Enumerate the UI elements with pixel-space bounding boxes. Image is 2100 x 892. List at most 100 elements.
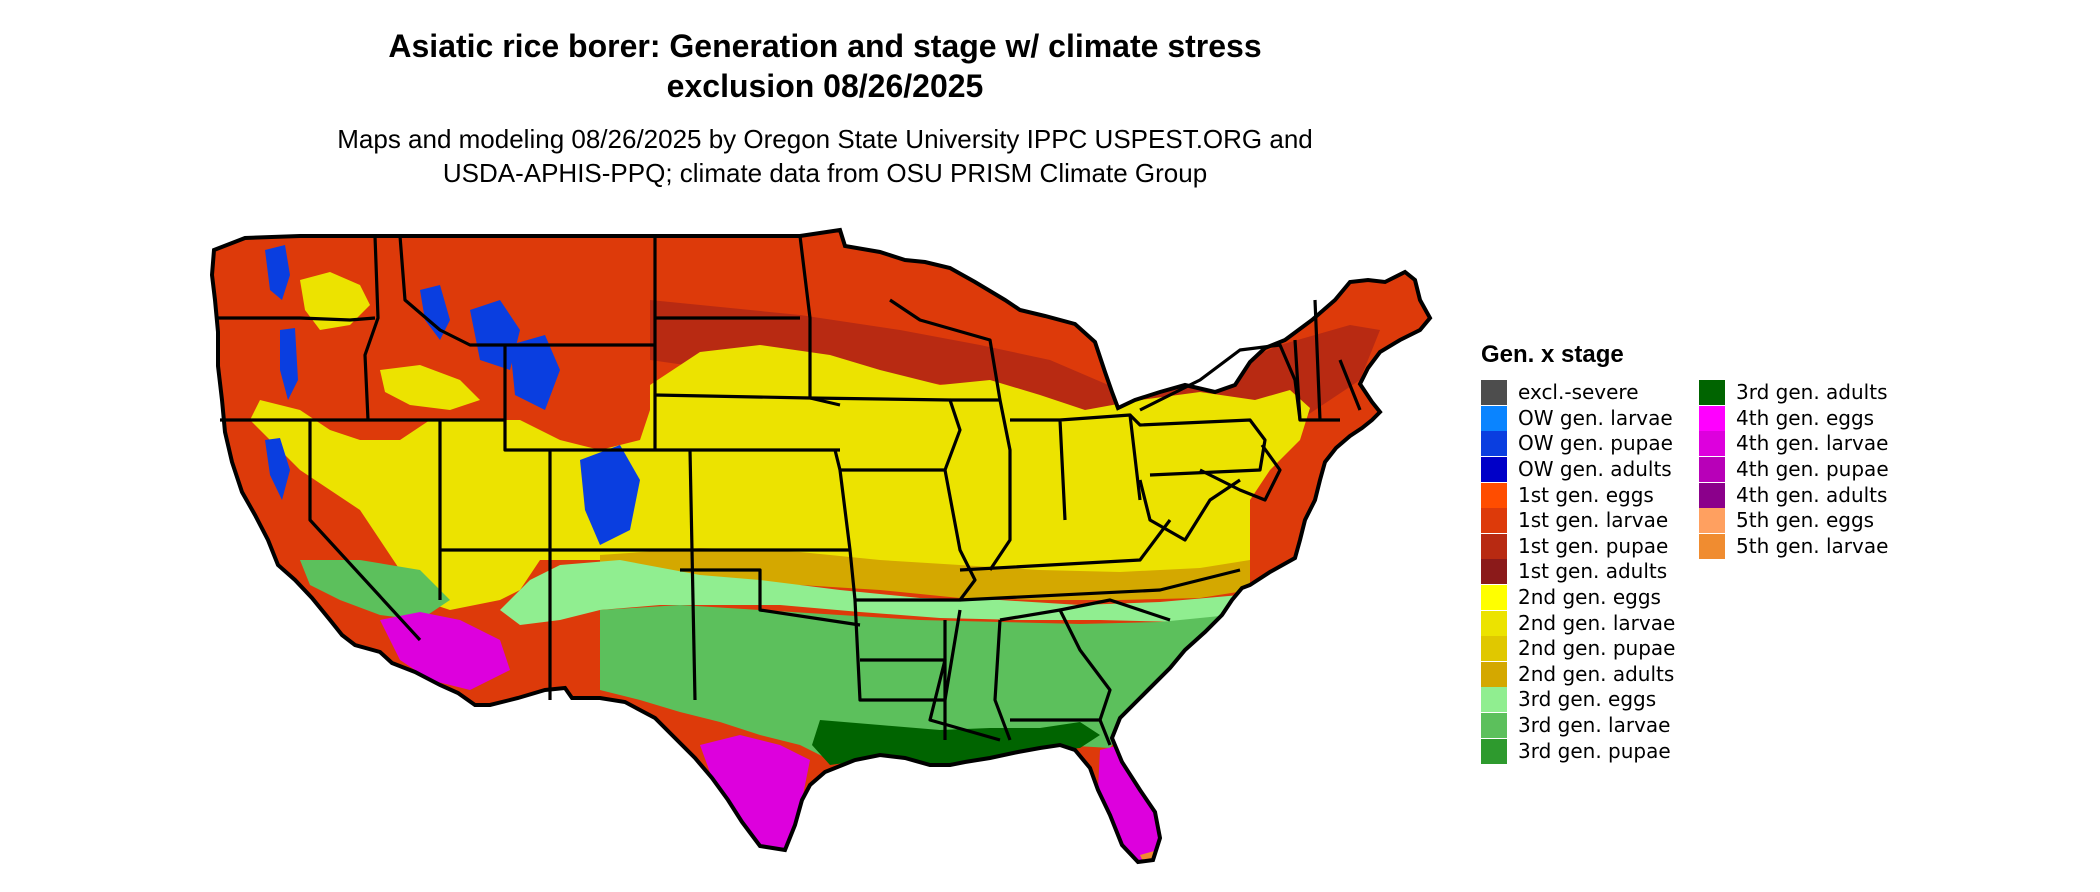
legend-label: 4th gen. adults (1736, 482, 1888, 507)
border-ky (959, 519, 1172, 572)
zone-4th-gen-larvae-tx (700, 735, 810, 852)
map-title-line-2: exclusion 08/26/2025 (666, 68, 984, 104)
legend-item: 2nd gen. adults (1481, 661, 1675, 688)
border-wv-va (1138, 478, 1241, 542)
legend-item: 3rd gen. pupae (1481, 738, 1675, 764)
legend-item: 1st gen. pupae (1481, 533, 1675, 560)
legend-item: 3rd gen. larvae (1481, 713, 1675, 739)
border-id-mt (398, 235, 505, 347)
legend-label: 3rd gen. adults (1736, 380, 1888, 405)
legend-label: OW gen. larvae (1518, 405, 1673, 430)
map-subtitle-line-2: USDA-APHIS-PPQ; climate data from OSU PR… (442, 158, 1208, 188)
border-ca-nv (308, 420, 422, 642)
legend-item: 5th gen. eggs (1699, 508, 1889, 534)
border-ms-al (943, 619, 1012, 741)
legend-label: OW gen. adults (1518, 457, 1672, 482)
legend-label: 2nd gen. pupae (1518, 636, 1676, 661)
legend-swatch (1699, 380, 1725, 406)
border-ga (999, 608, 1112, 721)
border-idaho-west (363, 235, 380, 421)
zone-ow-pupae-sn (265, 438, 290, 500)
legend-title: Gen. x stage (1481, 341, 1624, 368)
legend-label: 3rd gen. eggs (1518, 687, 1657, 712)
legend-column-1: excl.-severe OW gen. larvae OW gen. pupa… (1481, 380, 1675, 764)
legend-swatch (1699, 457, 1725, 483)
legend-swatch (1699, 482, 1725, 508)
border-la (860, 658, 1001, 742)
border-ny (1139, 343, 1302, 421)
border-wa-or (218, 316, 376, 322)
legend-swatch (1481, 610, 1507, 636)
legend-label: 1st gen. eggs (1518, 482, 1654, 507)
legend-label: 4th gen. larvae (1736, 431, 1889, 456)
legend-swatch (1481, 687, 1507, 713)
legend-swatch (1699, 533, 1725, 559)
border-pa (1128, 413, 1267, 477)
legend-label: 2nd gen. larvae (1518, 610, 1676, 635)
legend-swatch (1699, 508, 1725, 534)
legend-item: 3rd gen. adults (1699, 380, 1889, 406)
legend-item: excl.-severe (1481, 380, 1675, 406)
zone-ow-pupae-mt (470, 300, 520, 370)
legend-item: 5th gen. larvae (1699, 533, 1889, 560)
legend-item: 1st gen. eggs (1481, 482, 1675, 508)
legend-label: 2nd gen. eggs (1518, 585, 1661, 610)
legend-item: 4th gen. pupae (1699, 457, 1889, 483)
legend-swatch (1481, 661, 1507, 687)
legend-item: 2nd gen. larvae (1481, 610, 1675, 636)
map-subtitle-line-1: Maps and modeling 08/26/2025 by Oregon S… (337, 124, 1313, 154)
legend-swatch (1481, 636, 1507, 662)
zone-4th-gen-larvae-fl (1098, 745, 1160, 862)
legend-swatch (1481, 457, 1507, 483)
legend-swatch (1481, 482, 1507, 508)
legend-label: 4th gen. eggs (1736, 405, 1875, 430)
legend-swatch (1481, 559, 1507, 585)
zone-ow-pupae-co (580, 445, 640, 545)
legend-swatch (1481, 533, 1507, 559)
legend-swatch (1481, 380, 1507, 406)
legend-item: 4th gen. adults (1699, 482, 1889, 508)
legend-label: 4th gen. pupae (1736, 457, 1889, 482)
legend-label: 1st gen. pupae (1518, 533, 1669, 558)
legend-label: 1st gen. adults (1518, 559, 1668, 584)
zone-2nd-gen-larvae-id (380, 365, 480, 410)
legend-label: excl.-severe (1518, 380, 1639, 405)
legend-item: 2nd gen. pupae (1481, 636, 1675, 662)
border-sc-nc (1059, 598, 1171, 622)
legend-label: 1st gen. larvae (1518, 508, 1669, 533)
border-wy-co (503, 420, 690, 452)
zone-ow-pupae-wy (510, 335, 560, 410)
zone-ow-pupae-or (280, 328, 298, 400)
legend-item: OW gen. larvae (1481, 405, 1675, 432)
map-title-line-1: Asiatic rice borer: Generation and stage… (388, 28, 1262, 64)
border-va-md (1199, 444, 1282, 502)
border-new-england (1293, 299, 1362, 422)
legend-column-2: 3rd gen. adults 4th gen. eggs 4th gen. l… (1699, 380, 1889, 559)
legend-swatch (1481, 738, 1507, 764)
border-fl (1010, 718, 1112, 746)
legend-swatch (1481, 508, 1507, 534)
state-borders (218, 235, 1362, 746)
legend-item: 1st gen. adults (1481, 559, 1675, 585)
legend-swatch (1481, 713, 1507, 739)
border-nm-east (688, 449, 697, 701)
zone-2nd-gen-larvae (250, 345, 1310, 610)
legend-label: OW gen. pupae (1518, 431, 1673, 456)
legend-item: 2nd gen. eggs (1481, 585, 1675, 611)
legend-item: 4th gen. larvae (1699, 431, 1889, 457)
legend-swatch (1481, 431, 1507, 457)
zone-2nd-gen-larvae-wa (300, 272, 370, 330)
legend-label: 3rd gen. pupae (1518, 738, 1671, 763)
border-mn-west (798, 235, 812, 398)
legend-item: 4th gen. eggs (1699, 405, 1889, 432)
border-ok-tx (680, 568, 861, 627)
legend-label: 5th gen. larvae (1736, 533, 1889, 558)
border-ar (853, 599, 962, 702)
legend-item: OW gen. pupae (1481, 431, 1675, 457)
legend-swatch (1699, 405, 1725, 431)
legend-swatch (1481, 585, 1507, 611)
border-ia (809, 396, 962, 472)
border-il (950, 398, 1012, 571)
zone-ow-pupae-id (420, 285, 450, 340)
